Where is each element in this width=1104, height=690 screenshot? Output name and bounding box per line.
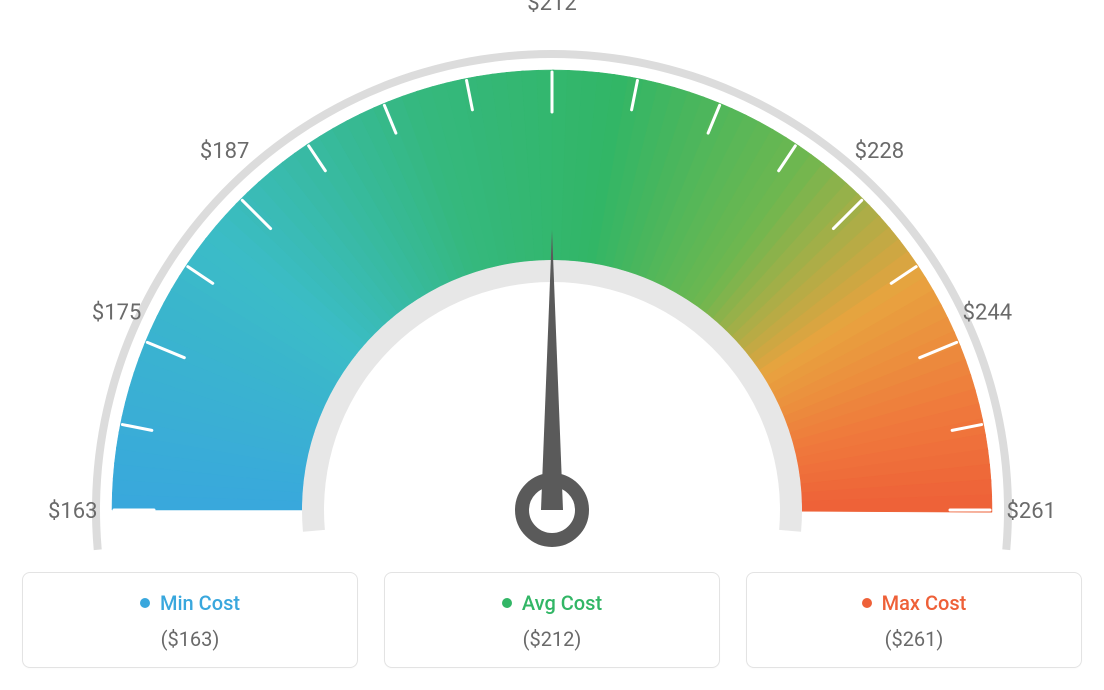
gauge-tick-label: $187	[200, 139, 249, 164]
legend-value: ($163)	[33, 627, 347, 651]
dot-icon	[862, 598, 872, 608]
gauge-tick-label: $212	[527, 0, 576, 16]
gauge-svg: $163 $175 $187 $212 $228 $244 $261	[0, 0, 1104, 560]
cost-gauge: $163 $175 $187 $212 $228 $244 $261	[0, 0, 1104, 560]
legend-card-min: Min Cost ($163)	[22, 572, 358, 668]
legend-row: Min Cost ($163) Avg Cost ($212) Max Cost…	[22, 572, 1082, 668]
gauge-tick-label: $175	[92, 300, 141, 325]
legend-title-min: Min Cost	[140, 591, 240, 615]
gauge-tick-label: $244	[963, 300, 1012, 325]
legend-title-max: Max Cost	[862, 591, 967, 615]
gauge-tick-label: $261	[1007, 499, 1056, 524]
legend-value: ($212)	[395, 627, 709, 651]
legend-title-avg: Avg Cost	[502, 591, 602, 615]
legend-label: Max Cost	[882, 591, 967, 615]
legend-card-max: Max Cost ($261)	[746, 572, 1082, 668]
legend-card-avg: Avg Cost ($212)	[384, 572, 720, 668]
dot-icon	[140, 598, 150, 608]
gauge-tick-label: $228	[855, 139, 904, 164]
gauge-tick-label: $163	[48, 499, 97, 524]
legend-value: ($261)	[757, 627, 1071, 651]
legend-label: Min Cost	[160, 591, 240, 615]
dot-icon	[502, 598, 512, 608]
legend-label: Avg Cost	[522, 591, 602, 615]
